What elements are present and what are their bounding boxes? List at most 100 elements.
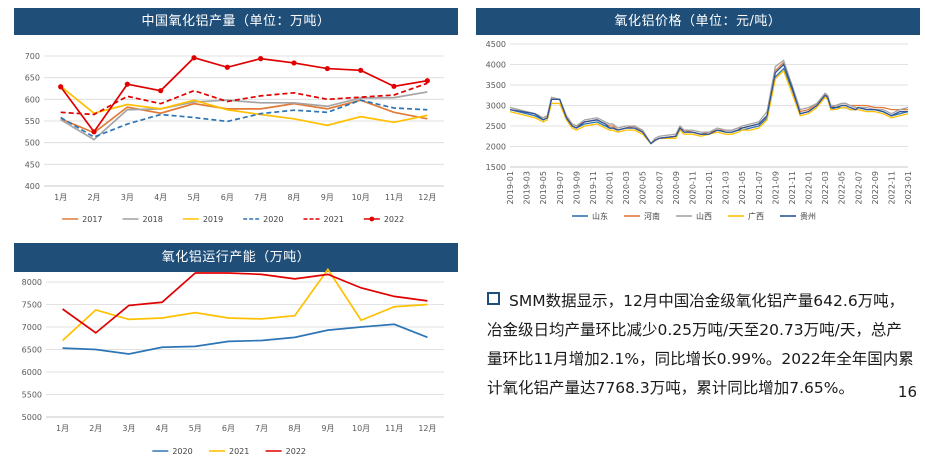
data-point	[424, 78, 430, 84]
series-line-2021	[60, 82, 428, 116]
series-line-2020	[60, 99, 428, 138]
data-point	[224, 64, 230, 70]
y-tick-label: 700	[25, 52, 40, 61]
x-tick-label: 1月	[56, 424, 69, 433]
y-tick-label: 2500	[486, 122, 506, 131]
production-chart-panel: 中国氧化铝产量（单位：万吨） 400 450 500 550 600 650 700 1月 2月…	[14, 8, 458, 228]
x-tick-label: 2019-09	[572, 171, 581, 204]
series-line-广西	[509, 69, 909, 145]
x-tick-label: 2022-01	[805, 171, 814, 204]
series-line-2018	[60, 91, 428, 141]
y-tick-label: 2000	[486, 143, 506, 152]
chart-title: 氧化铝价格（单位：元/吨）	[476, 8, 920, 35]
x-tick-label: 2021-03	[722, 171, 731, 204]
x-tick-label: 3月	[122, 424, 135, 433]
x-tick-label: 2022-03	[821, 171, 830, 204]
data-point	[291, 60, 297, 66]
legend-label-2021: 2021	[229, 447, 249, 456]
x-tick-label: 6月	[222, 424, 235, 433]
x-tick-label: 2020-01	[606, 171, 615, 204]
legend-label-2020: 2020	[172, 447, 192, 456]
legend-label-山西: 山西	[696, 211, 712, 221]
legend-label-2022: 2022	[286, 447, 306, 456]
legend-label-贵州: 贵州	[800, 211, 816, 221]
y-tick-label: 1500	[486, 163, 506, 172]
y-tick-label: 4500	[486, 40, 506, 49]
x-tick-label: 8月	[287, 193, 300, 202]
x-tick-label: 2020-03	[622, 171, 631, 204]
x-tick-label: 4月	[156, 424, 169, 433]
y-tick-label: 8000	[22, 278, 42, 287]
y-tick-label: 3000	[486, 102, 506, 111]
x-tick-label: 2019-01	[506, 171, 515, 204]
x-tick-label: 7月	[255, 424, 268, 433]
square-bullet-icon	[487, 292, 500, 305]
y-tick-label: 600	[25, 95, 40, 104]
data-point	[124, 81, 130, 87]
y-tick-label: 6000	[22, 368, 42, 377]
x-tick-label: 2021-07	[755, 171, 764, 204]
x-tick-label: 2021-11	[788, 171, 797, 204]
legend-label-广西: 广西	[748, 211, 764, 221]
series-line-2022	[59, 56, 428, 134]
legend-marker	[369, 216, 375, 222]
x-tick-label: 9月	[321, 424, 334, 433]
chart-title: 中国氧化铝产量（单位：万吨）	[14, 8, 458, 35]
production-chart: 400 450 500 550 600 650 700 1月 2月 3月 4月 5月 6月 7月 8月 9月 1…	[25, 52, 444, 224]
x-tick-label: 9月	[321, 193, 334, 202]
y-tick-label: 5500	[22, 391, 42, 400]
x-tick-label: 2020-11	[688, 171, 697, 204]
x-tick-label: 2月	[89, 424, 102, 433]
y-tick-label: 3500	[486, 81, 506, 90]
series-line-2021	[62, 267, 428, 342]
x-tick-label: 12月	[418, 424, 436, 433]
x-tick-label: 2022-07	[854, 171, 863, 204]
y-tick-label: 450	[25, 160, 40, 169]
x-tick-label: 2019-03	[523, 171, 532, 204]
x-tick-label: 2020-05	[639, 171, 648, 204]
data-point	[358, 67, 364, 73]
summary-text-block: SMM数据显示，12月中国冶金级氧化铝产量642.6万吨，冶金级日均产量环比减少…	[487, 287, 917, 403]
x-tick-label: 6月	[221, 193, 234, 202]
x-tick-label: 2019-05	[539, 171, 548, 204]
y-tick-label: 5000	[22, 413, 42, 422]
price-chart-panel: 氧化铝价格（单位：元/吨） 1500 2000 2500 3000 3500 4000 45…	[476, 8, 920, 234]
x-tick-label: 1月	[54, 193, 67, 202]
x-tick-label: 12月	[418, 193, 436, 202]
x-tick-label: 2020-07	[655, 171, 664, 204]
x-tick-label: 2020-09	[672, 171, 681, 204]
data-point	[91, 129, 97, 135]
series-line-2019	[60, 85, 428, 127]
series-line-2020	[62, 323, 428, 355]
legend-label-2020: 2020	[263, 215, 283, 224]
chart-title: 氧化铝运行产能（万吨）	[14, 243, 458, 272]
x-tick-label: 2021-01	[705, 171, 714, 204]
x-tick-label: 2023-01	[904, 171, 913, 204]
data-point	[158, 88, 164, 94]
y-tick-label: 7500	[22, 301, 42, 310]
y-tick-label: 650	[25, 74, 40, 83]
summary-text: SMM数据显示，12月中国冶金级氧化铝产量642.6万吨，冶金级日均产量环比减少…	[487, 292, 914, 397]
legend-label-2022: 2022	[384, 215, 404, 224]
data-point	[191, 55, 197, 61]
x-tick-label: 11月	[385, 193, 403, 202]
y-tick-label: 500	[25, 139, 40, 148]
x-tick-label: 2022-09	[871, 171, 880, 204]
series-line-2022	[62, 272, 428, 334]
series-line-山西	[509, 59, 909, 145]
capacity-chart: 5000 5500 6000 6500 7000 7500 8000 1月 2月 3月 4月 5月 6月…	[22, 267, 444, 456]
capacity-chart-panel: 氧化铝运行产能（万吨） 5000 5500 6000 6500 7000 7500 8000…	[14, 243, 458, 459]
legend-label-山东: 山东	[592, 211, 608, 221]
x-tick-label: 4月	[154, 193, 167, 202]
y-tick-label: 6500	[22, 346, 42, 355]
x-tick-label: 11月	[385, 424, 403, 433]
y-tick-label: 7000	[22, 323, 42, 332]
x-tick-label: 10月	[352, 193, 370, 202]
x-tick-label: 2022-05	[838, 171, 847, 204]
legend-label-2017: 2017	[82, 215, 102, 224]
x-tick-label: 8月	[288, 424, 301, 433]
x-tick-label: 5月	[189, 424, 202, 433]
data-point	[258, 56, 264, 62]
data-point	[58, 84, 64, 90]
price-chart: 1500 2000 2500 3000 3500 4000 4500 2019-01 2019-…	[486, 40, 913, 221]
